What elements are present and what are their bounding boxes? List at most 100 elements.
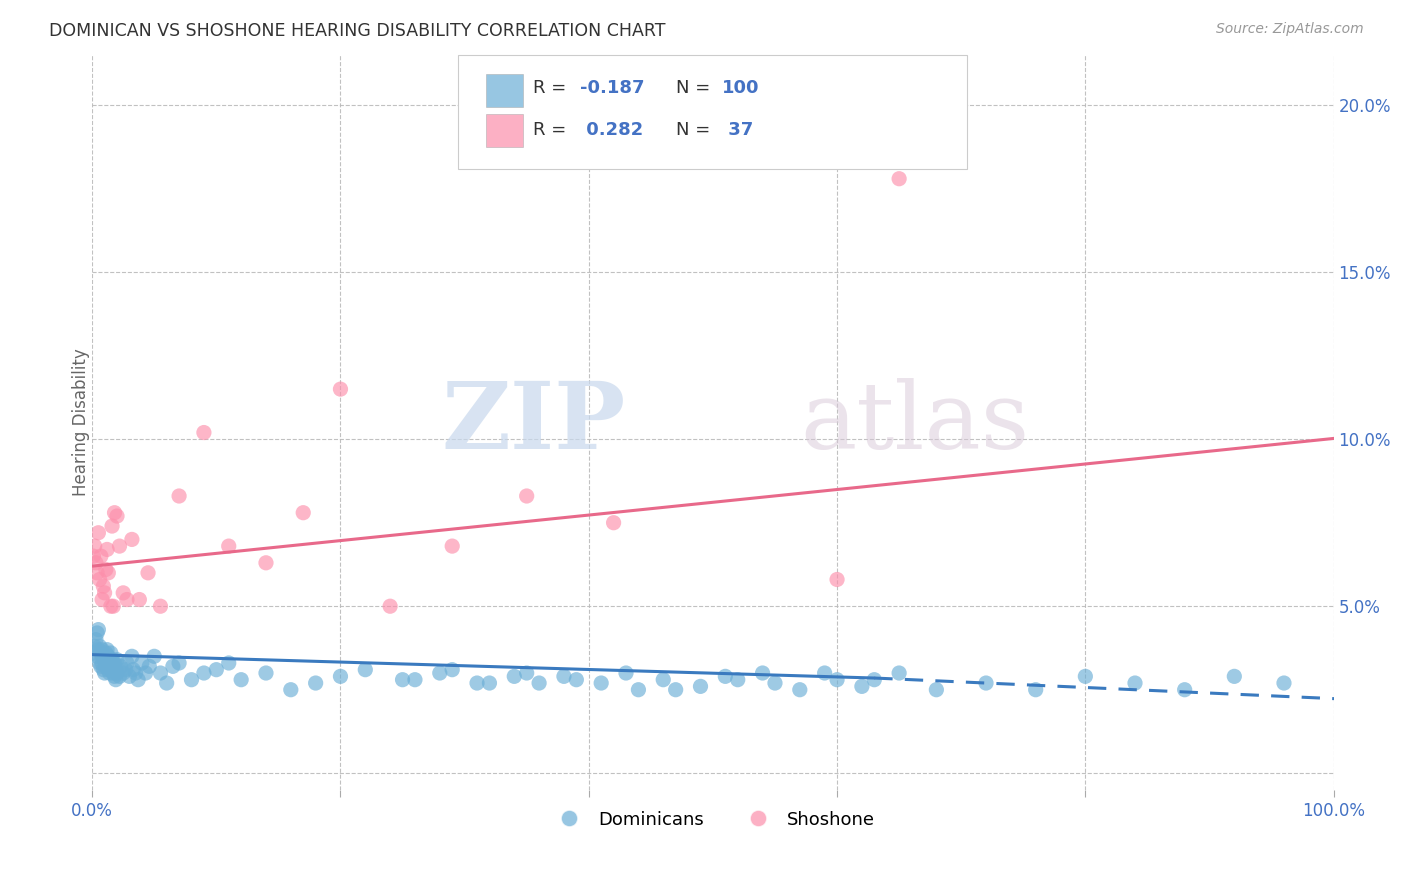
Point — [103, 656, 125, 670]
Point — [105, 666, 128, 681]
Point — [974, 676, 997, 690]
Point — [1223, 669, 1246, 683]
Point — [104, 673, 127, 687]
Point — [101, 653, 124, 667]
Point — [149, 666, 172, 681]
Point — [162, 659, 184, 673]
Point — [94, 659, 117, 673]
Point — [1074, 669, 1097, 683]
Legend: Dominicans, Shoshone: Dominicans, Shoshone — [544, 804, 882, 836]
Point — [105, 653, 128, 667]
Point — [1025, 682, 1047, 697]
Point — [1174, 682, 1197, 697]
Point — [87, 525, 110, 540]
Point — [96, 656, 118, 670]
Point — [167, 656, 190, 670]
Point — [115, 656, 138, 670]
Text: Source: ZipAtlas.com: Source: ZipAtlas.com — [1216, 22, 1364, 37]
Point — [87, 642, 110, 657]
Point — [180, 673, 202, 687]
Point — [1123, 676, 1146, 690]
Point — [814, 666, 837, 681]
Point — [193, 425, 215, 440]
Point — [404, 673, 426, 687]
FancyBboxPatch shape — [485, 73, 523, 106]
Point — [138, 659, 160, 673]
Point — [863, 673, 886, 687]
Point — [503, 669, 526, 683]
Point — [516, 489, 538, 503]
Point — [763, 676, 786, 690]
Point — [205, 663, 228, 677]
Point — [136, 566, 159, 580]
Point — [89, 573, 111, 587]
Point — [93, 663, 115, 677]
Text: N =: N = — [676, 121, 716, 139]
Point — [97, 566, 120, 580]
Point — [100, 646, 122, 660]
Point — [103, 666, 125, 681]
Point — [96, 642, 118, 657]
Point — [97, 663, 120, 677]
Point — [98, 653, 121, 667]
FancyBboxPatch shape — [458, 55, 967, 169]
Text: 0.282: 0.282 — [581, 121, 644, 139]
Point — [887, 171, 910, 186]
Point — [149, 599, 172, 614]
Point — [93, 653, 115, 667]
Point — [94, 562, 117, 576]
Point — [825, 573, 848, 587]
Text: R =: R = — [533, 121, 572, 139]
Text: 37: 37 — [721, 121, 752, 139]
Point — [378, 599, 401, 614]
Point — [104, 663, 127, 677]
Text: 100: 100 — [721, 79, 759, 97]
Point — [602, 516, 624, 530]
Point — [665, 682, 688, 697]
Y-axis label: Hearing Disability: Hearing Disability — [72, 349, 90, 497]
Point — [354, 663, 377, 677]
Point — [1272, 676, 1295, 690]
Point — [925, 682, 948, 697]
Point — [121, 649, 143, 664]
Point — [108, 539, 131, 553]
Text: ZIP: ZIP — [441, 377, 626, 467]
Point — [714, 669, 737, 683]
Point — [143, 649, 166, 664]
Point — [304, 676, 326, 690]
Point — [97, 649, 120, 664]
Point — [84, 556, 107, 570]
Point — [112, 586, 135, 600]
Point — [86, 649, 108, 664]
Point — [254, 556, 277, 570]
Point — [91, 642, 114, 657]
Point — [94, 646, 117, 660]
Point — [652, 673, 675, 687]
Point — [128, 592, 150, 607]
Point — [112, 666, 135, 681]
Point — [110, 659, 132, 673]
Text: DOMINICAN VS SHOSHONE HEARING DISABILITY CORRELATION CHART: DOMINICAN VS SHOSHONE HEARING DISABILITY… — [49, 22, 665, 40]
Point — [516, 666, 538, 681]
Point — [103, 506, 125, 520]
Point — [689, 679, 711, 693]
Point — [101, 663, 124, 677]
Text: atlas: atlas — [800, 377, 1029, 467]
Point — [101, 519, 124, 533]
Point — [84, 632, 107, 647]
Point — [441, 539, 464, 553]
Point — [825, 673, 848, 687]
Text: R =: R = — [533, 79, 572, 97]
Point — [429, 666, 451, 681]
Point — [86, 626, 108, 640]
Point — [231, 673, 253, 687]
Point — [465, 676, 488, 690]
Point — [96, 542, 118, 557]
Point — [93, 666, 115, 681]
Point — [100, 599, 122, 614]
Point — [89, 640, 111, 654]
Point — [627, 682, 650, 697]
Point — [103, 669, 125, 683]
Point — [135, 666, 157, 681]
Point — [292, 506, 315, 520]
